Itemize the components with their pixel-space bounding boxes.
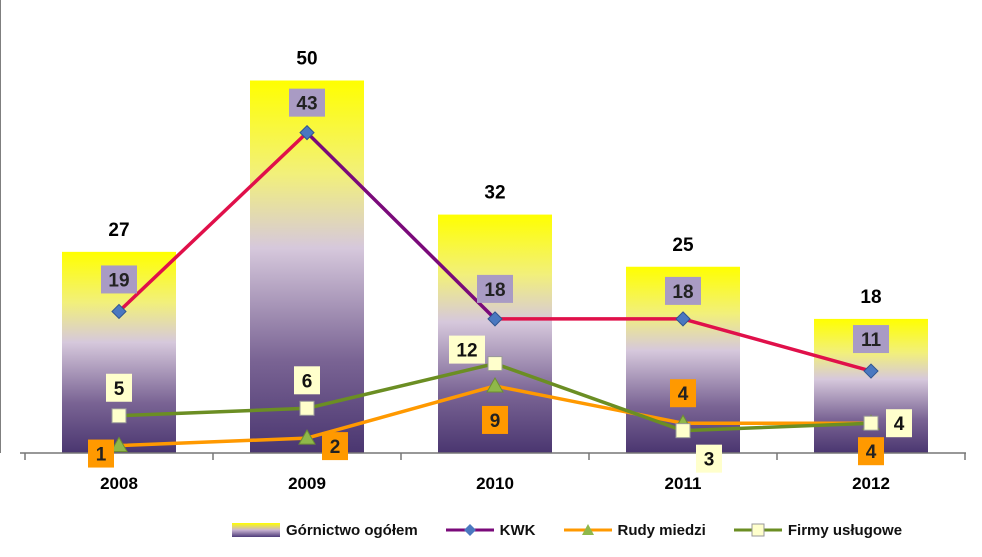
data-label: 9 <box>490 411 501 432</box>
data-label-box <box>106 373 132 402</box>
data-label: 19 <box>108 270 129 291</box>
series-line-segment <box>117 130 309 314</box>
rudy-point <box>486 376 504 393</box>
data-label: 3 <box>704 450 715 471</box>
legend-label: Rudy miedzi <box>617 521 706 539</box>
data-label-box <box>482 405 508 434</box>
legend-item-firmy: Firmy usługowe <box>733 521 903 539</box>
legend-item-kwk: KWK <box>445 521 536 539</box>
data-label: 18 <box>484 280 505 301</box>
bar-value-label: 32 <box>484 183 505 204</box>
series-line-segment <box>493 361 685 433</box>
data-label-box <box>88 439 114 468</box>
data-label-box <box>477 274 513 303</box>
data-label: 11 <box>861 330 882 351</box>
series-line-segment <box>305 361 497 411</box>
legend-item-rudy: Rudy miedzi <box>563 521 706 539</box>
series-line-segment <box>681 317 873 373</box>
legend-kwk-line <box>445 524 494 536</box>
data-label-box <box>322 432 348 461</box>
kwk-point <box>675 311 691 327</box>
data-label: 2 <box>330 437 341 458</box>
legend-label: KWK <box>499 521 536 539</box>
firmy-point <box>111 408 127 424</box>
series-line-segment <box>117 406 309 418</box>
data-label: 6 <box>302 371 313 392</box>
data-label-box <box>665 276 701 305</box>
x-tick-label: 2011 <box>665 474 702 493</box>
legend-firmy-line <box>733 523 782 537</box>
series-line-segment <box>493 384 685 425</box>
series-line-segment <box>117 436 309 448</box>
x-tick-label: 2009 <box>288 474 326 493</box>
data-label: 43 <box>296 94 317 115</box>
bar-value-label: 50 <box>296 49 317 70</box>
series-line-segment <box>305 130 497 321</box>
rudy-point <box>298 429 316 445</box>
data-label-box <box>670 379 696 408</box>
firmy-point <box>487 356 503 372</box>
data-label-box <box>696 444 722 473</box>
rudy-point <box>110 436 128 453</box>
firmy-point <box>675 423 691 439</box>
firmy-point <box>299 400 315 416</box>
data-label-box <box>294 366 320 395</box>
kwk-point <box>487 311 503 327</box>
legend: Górnictwo ogółem KWK Rudy miedzi Firmy u… <box>232 519 930 541</box>
data-label: 4 <box>894 414 905 435</box>
bar-value-label: 18 <box>860 287 881 308</box>
data-label: 18 <box>672 282 693 303</box>
data-label-box <box>101 265 137 294</box>
bar-value-label: 27 <box>108 220 129 241</box>
kwk-point <box>299 124 315 141</box>
data-label: 5 <box>114 379 125 400</box>
data-label-box <box>886 409 912 438</box>
firmy-point <box>863 415 879 431</box>
kwk-point <box>863 363 879 379</box>
kwk-point <box>111 303 127 320</box>
data-label: 12 <box>456 341 477 362</box>
x-tick-label: 2010 <box>476 474 514 493</box>
legend-item-bars: Górnictwo ogółem <box>232 522 418 539</box>
bar-value-label: 25 <box>672 235 694 256</box>
legend-label: Firmy usługowe <box>787 521 903 539</box>
data-label-box <box>858 437 884 466</box>
data-label: 4 <box>678 384 689 405</box>
legend-bar-swatch <box>232 523 280 537</box>
legend-label: Górnictwo ogółem <box>286 521 418 539</box>
series-line-segment <box>681 421 873 433</box>
x-tick-label: 2008 <box>100 474 138 493</box>
series-line-segment <box>305 384 497 440</box>
data-label-box <box>289 88 325 117</box>
x-tick-label: 2012 <box>852 474 890 493</box>
data-label-box <box>853 325 889 354</box>
data-label: 4 <box>866 442 877 463</box>
data-label: 1 <box>96 445 107 466</box>
data-label-box <box>449 335 485 364</box>
legend-rudy-line <box>563 524 612 535</box>
